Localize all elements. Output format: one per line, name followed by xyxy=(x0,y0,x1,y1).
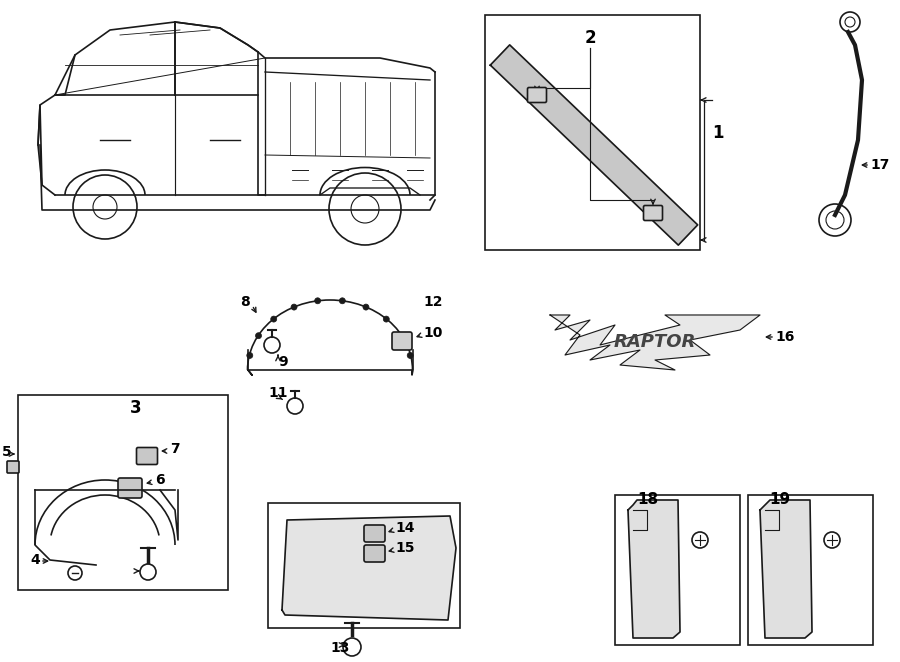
Bar xyxy=(485,15,700,250)
Circle shape xyxy=(383,316,390,322)
FancyBboxPatch shape xyxy=(364,545,385,562)
Polygon shape xyxy=(282,516,456,620)
Circle shape xyxy=(363,304,369,310)
FancyBboxPatch shape xyxy=(137,448,157,465)
Bar xyxy=(18,395,228,590)
Polygon shape xyxy=(491,45,698,245)
Circle shape xyxy=(407,352,413,358)
FancyBboxPatch shape xyxy=(644,205,662,220)
Text: 3: 3 xyxy=(130,399,141,417)
Polygon shape xyxy=(760,500,812,638)
Text: 8: 8 xyxy=(240,295,250,309)
FancyBboxPatch shape xyxy=(527,87,546,103)
Text: 13: 13 xyxy=(330,641,349,655)
Text: 19: 19 xyxy=(770,493,790,508)
Text: RAPTOR: RAPTOR xyxy=(614,333,697,351)
Bar xyxy=(615,495,740,645)
Text: 2: 2 xyxy=(585,29,597,47)
Polygon shape xyxy=(550,315,760,370)
Text: 6: 6 xyxy=(155,473,165,487)
Text: 7: 7 xyxy=(170,442,180,456)
Circle shape xyxy=(399,333,404,339)
Text: 15: 15 xyxy=(395,541,415,555)
Circle shape xyxy=(271,316,276,322)
Circle shape xyxy=(291,304,297,310)
Polygon shape xyxy=(628,500,680,638)
Bar xyxy=(748,495,873,645)
Text: 14: 14 xyxy=(395,521,415,535)
Text: 18: 18 xyxy=(637,493,659,508)
FancyBboxPatch shape xyxy=(118,478,142,498)
FancyBboxPatch shape xyxy=(392,332,412,350)
Text: 5: 5 xyxy=(2,445,12,459)
FancyBboxPatch shape xyxy=(7,461,19,473)
Text: 9: 9 xyxy=(278,355,288,369)
Circle shape xyxy=(315,298,320,304)
Text: 1: 1 xyxy=(712,124,724,142)
Circle shape xyxy=(339,298,346,304)
Text: 12: 12 xyxy=(423,295,443,309)
Text: 11: 11 xyxy=(268,386,287,400)
Circle shape xyxy=(256,333,262,339)
Text: 16: 16 xyxy=(775,330,795,344)
Text: 4: 4 xyxy=(30,553,40,567)
Bar xyxy=(268,503,460,628)
Text: 17: 17 xyxy=(870,158,889,172)
Text: 10: 10 xyxy=(423,326,443,340)
Circle shape xyxy=(247,352,253,358)
FancyBboxPatch shape xyxy=(364,525,385,542)
